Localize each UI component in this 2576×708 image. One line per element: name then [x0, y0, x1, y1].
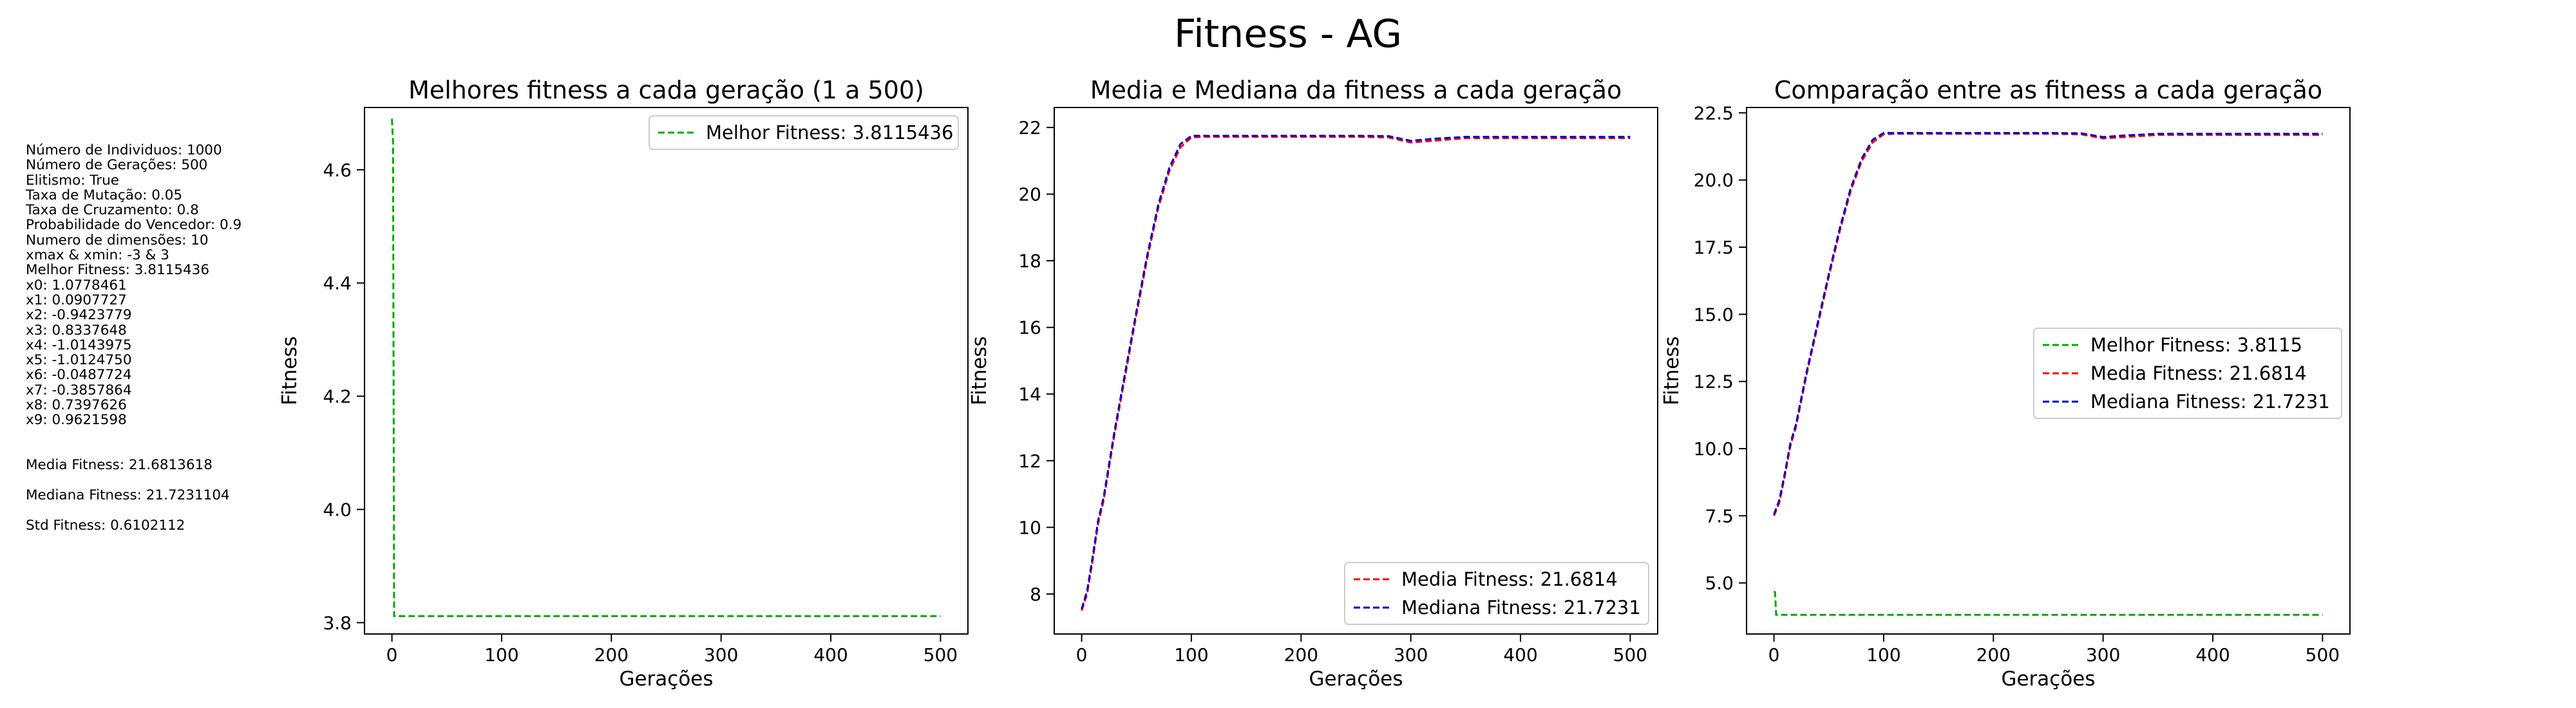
y-axis-label: Fitness — [278, 336, 301, 405]
legend-label: Mediana Fitness: 21.7231 — [2090, 391, 2330, 413]
param-line: Taxa de Mutação: 0.05 — [26, 187, 183, 203]
x-tick-label: 400 — [813, 644, 848, 666]
y-tick-label: 4.2 — [323, 386, 352, 407]
series-line-median — [1081, 135, 1631, 610]
x-tick-label: 0 — [1076, 644, 1088, 666]
series-line-mean — [1773, 133, 2323, 516]
y-tick-label: 20.0 — [1694, 170, 1734, 191]
x-tick-label: 500 — [2306, 644, 2340, 666]
legend-box — [649, 115, 959, 150]
chart-1: 0 100 200 300 400 500 3.8 4.0 4.2 4.4 4.6 Melhores … — [278, 76, 969, 691]
x-axis-label: Gerações — [2001, 667, 2095, 691]
param-line: x6: -0.0487724 — [26, 367, 132, 384]
legend: Melhor Fitness: 3.8115436 — [649, 115, 959, 150]
y-tick-label: 8 — [1030, 584, 1041, 605]
param-line: Taxa de Cruzamento: 0.8 — [26, 202, 199, 219]
param-line: x8: 0.7397626 — [26, 397, 127, 414]
param-line: x1: 0.0907727 — [26, 292, 127, 308]
y-tick-label: 20 — [1018, 184, 1041, 205]
x-tick-label: 300 — [1394, 644, 1428, 666]
param-line: Elitismo: True — [26, 172, 119, 189]
stat-median: Mediana Fitness: 21.7231104 — [26, 487, 230, 503]
param-line: x2: -0.9423779 — [26, 307, 132, 324]
y-tick-label: 22 — [1018, 117, 1041, 138]
series-line-best — [391, 118, 941, 617]
series-line-best — [1773, 590, 2323, 616]
param-line: x7: -0.3857864 — [26, 382, 132, 398]
y-tick-label: 10.0 — [1694, 438, 1734, 460]
param-line: x5: -1.0124750 — [26, 352, 132, 369]
y-tick-label: 15.0 — [1694, 304, 1734, 325]
x-tick-label: 400 — [1503, 644, 1537, 666]
y-tick-label: 12 — [1018, 451, 1041, 472]
parameters-panel: Número de Individuos: 1000 Número de Ger… — [26, 143, 242, 534]
chart-title: Melhores fitness a cada geração (1 a 500… — [408, 76, 924, 104]
x-tick-label: 300 — [704, 644, 738, 666]
y-tick-label: 4.4 — [323, 273, 352, 294]
legend: Media Fitness: 21.6814 Mediana Fitness: 2… — [1344, 562, 1649, 625]
x-tick-label: 500 — [1613, 644, 1647, 666]
param-line: xmax & xmin: -3 & 3 — [26, 247, 169, 264]
param-line: x4: -1.0143975 — [26, 337, 132, 353]
y-tick-label: 16 — [1018, 317, 1041, 339]
x-tick-label: 500 — [923, 644, 958, 666]
series-line-mean — [1081, 136, 1631, 611]
y-tick-label: 5.0 — [1705, 573, 1734, 594]
plot-frame — [1746, 107, 2351, 635]
y-tick-label: 7.5 — [1705, 505, 1734, 526]
legend-label: Media Fitness: 21.6814 — [1401, 568, 1618, 590]
legend-box — [2033, 328, 2342, 419]
y-tick-label: 10 — [1018, 517, 1041, 538]
legend-label: Media Fitness: 21.6814 — [2090, 362, 2307, 384]
legend-label: Mediana Fitness: 21.7231 — [1401, 597, 1641, 619]
x-axis-label: Gerações — [1309, 667, 1403, 691]
param-line: x9: 0.9621598 — [26, 412, 127, 429]
chart-title: Comparação entre as fitness a cada geraç… — [1774, 76, 2322, 104]
y-axis-label: Fitness — [968, 336, 991, 405]
series-line-median — [1773, 132, 2323, 515]
param-line: Número de Individuos: 1000 — [26, 142, 222, 158]
x-tick-label: 100 — [484, 644, 518, 666]
chart-3: 0 100 200 300 400 500 5.0 7.5 10.0 12.5 15.0 17.5 20… — [1660, 76, 2351, 691]
x-tick-label: 100 — [1866, 644, 1900, 666]
x-tick-label: 200 — [1284, 644, 1318, 666]
x-tick-label: 300 — [2086, 644, 2120, 666]
legend-label: Melhor Fitness: 3.8115436 — [706, 122, 953, 144]
plot-frame — [1054, 107, 1658, 635]
y-tick-label: 4.6 — [323, 160, 352, 181]
y-tick-label: 14 — [1018, 384, 1041, 405]
param-line: x0: 1.0778461 — [26, 277, 127, 293]
y-tick-label: 18 — [1018, 250, 1041, 272]
x-tick-label: 100 — [1174, 644, 1208, 666]
figure-title: Fitness - AG — [1173, 12, 1403, 57]
x-tick-label: 200 — [594, 644, 629, 666]
y-tick-label: 3.8 — [323, 612, 352, 633]
stat-mean: Media Fitness: 21.6813618 — [26, 456, 213, 473]
x-tick-label: 200 — [1976, 644, 2011, 666]
plot-frame — [364, 107, 969, 635]
y-tick-label: 17.5 — [1694, 237, 1734, 258]
y-tick-label: 12.5 — [1694, 371, 1734, 393]
x-tick-label: 0 — [386, 644, 398, 666]
x-tick-label: 400 — [2195, 644, 2230, 666]
chart-title: Media e Mediana da fitness a cada geraçã… — [1090, 76, 1622, 104]
stat-std: Std Fitness: 0.6102112 — [26, 517, 185, 534]
legend: Melhor Fitness: 3.8115 Media Fitness: 21.… — [2033, 328, 2342, 419]
param-line: Numero de dimensões: 10 — [26, 232, 209, 248]
chart-2: 0 100 200 300 400 500 8 10 12 14 16 18 20 22 Media e M… — [968, 76, 1658, 691]
legend-box — [1344, 562, 1649, 625]
y-tick-label: 22.5 — [1694, 102, 1734, 124]
legend-label: Melhor Fitness: 3.8115 — [2090, 334, 2302, 356]
x-axis-label: Gerações — [619, 667, 713, 691]
x-tick-label: 0 — [1768, 644, 1780, 666]
param-line: Probabilidade do Vencedor: 0.9 — [26, 217, 242, 234]
y-tick-label: 4.0 — [323, 499, 352, 520]
y-axis-label: Fitness — [1660, 336, 1683, 405]
param-line: Número de Gerações: 500 — [26, 157, 208, 174]
param-line: Melhor Fitness: 3.8115436 — [26, 262, 210, 279]
param-line: x3: 0.8337648 — [26, 322, 127, 339]
